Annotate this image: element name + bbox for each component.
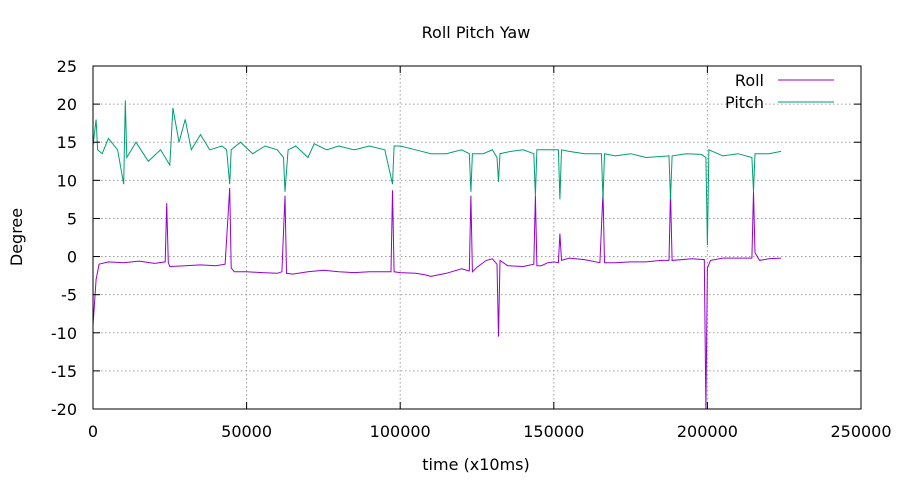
y-tick-label: 10: [57, 171, 77, 190]
y-tick-label: 0: [67, 248, 77, 267]
y-tick-label: -20: [51, 400, 77, 419]
ticks: [92, 65, 862, 410]
y-tick-label: 25: [57, 57, 77, 76]
x-tick-label: 250000: [830, 422, 891, 441]
x-tick-label: 50000: [221, 422, 272, 441]
x-axis-label: time (x10ms): [422, 455, 529, 474]
x-tick-label: 200000: [677, 422, 738, 441]
y-tick-label: 5: [67, 209, 77, 228]
y-tick-label: -10: [51, 324, 77, 343]
legend: Roll Pitch: [725, 71, 834, 112]
y-tick-label: 20: [57, 95, 77, 114]
legend-label-roll: Roll: [735, 71, 764, 90]
series-line-pitch: [92, 100, 782, 246]
plot-frame: [92, 65, 862, 410]
x-tick-label: 100000: [370, 422, 431, 441]
y-tick-label: -5: [61, 286, 77, 305]
y-tick-label: -15: [51, 362, 77, 381]
chart-title: Roll Pitch Yaw: [422, 23, 531, 42]
series-line-roll: [92, 187, 782, 410]
legend-label-pitch: Pitch: [725, 93, 764, 112]
y-axis-label: Degree: [7, 208, 26, 266]
x-tick-label: 0: [88, 422, 98, 441]
grid: [93, 66, 861, 409]
x-tick-label: 150000: [523, 422, 584, 441]
series-layer: [92, 100, 782, 410]
tick-labels: 0 50000 100000 150000 200000 250000 -20 -15 -10 -…: [51, 57, 892, 441]
y-tick-label: 15: [57, 133, 77, 152]
